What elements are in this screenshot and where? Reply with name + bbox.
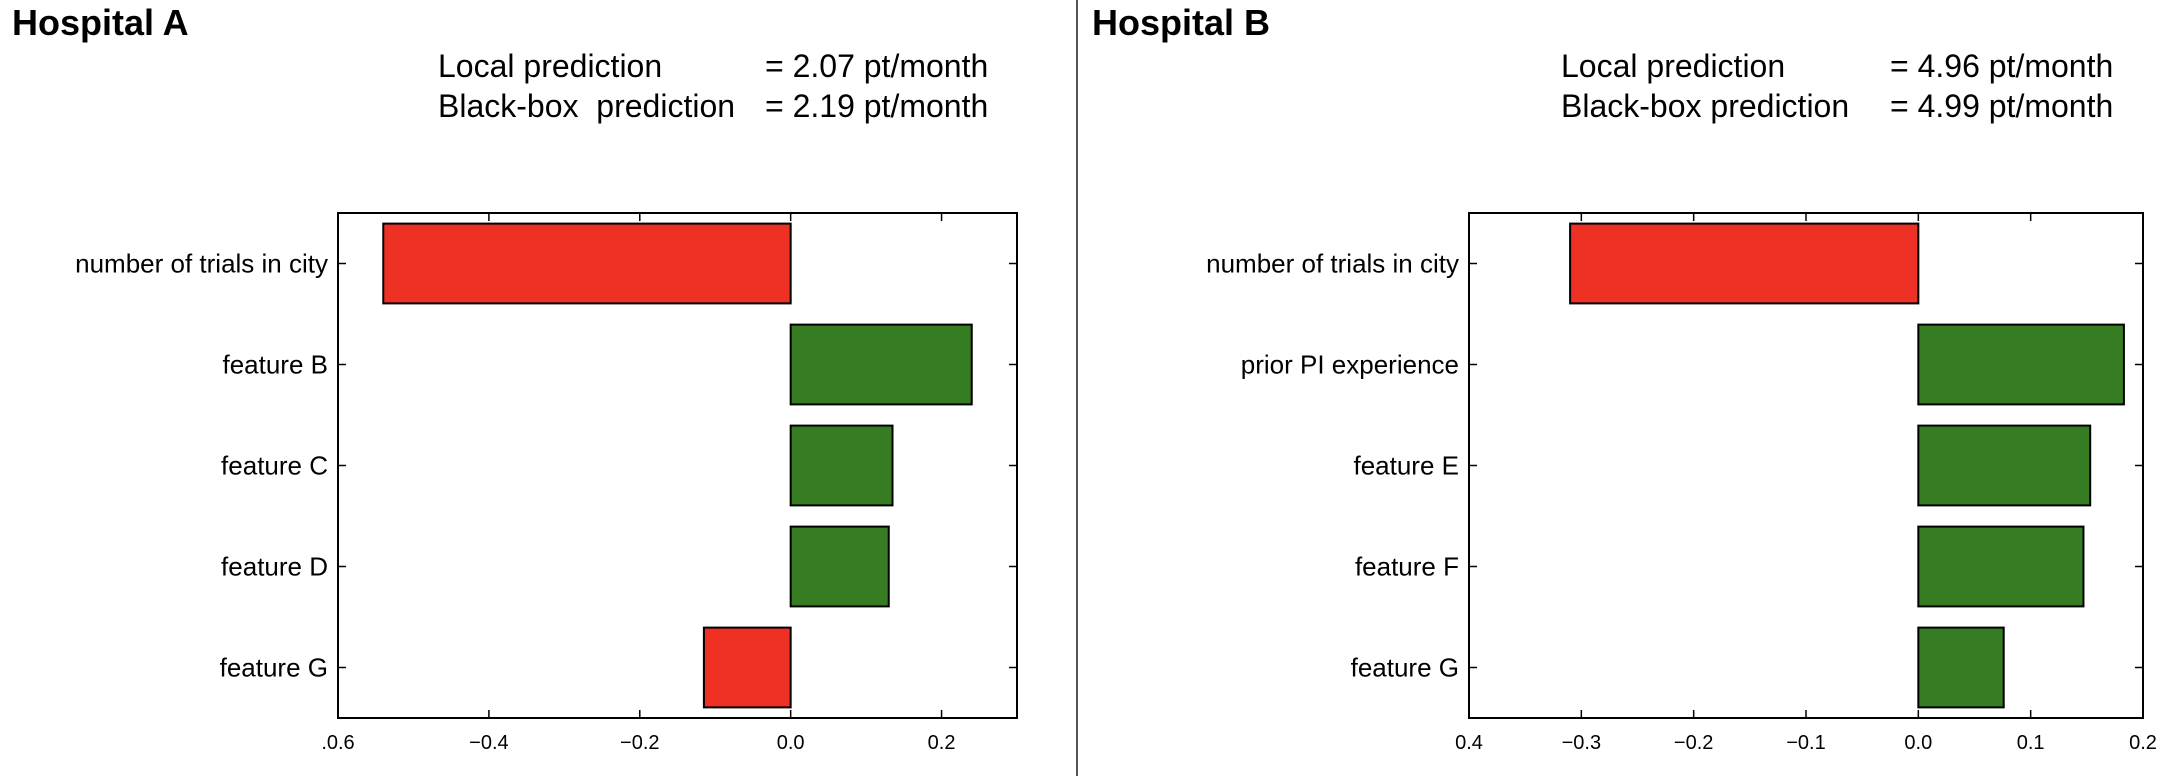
- bar-number-of-trials-in-city: [382, 222, 792, 305]
- blackbox-prediction-value: = 4.99 pt/month: [1890, 88, 2114, 124]
- bar-prior-pi-experience: [1917, 323, 2125, 406]
- x-tick-label: −0.3: [1562, 732, 1601, 754]
- bar-feature-c: [789, 424, 894, 507]
- x-tick-label: −0.4: [469, 732, 508, 754]
- bar-number-of-trials-in-city: [1569, 222, 1920, 305]
- x-tick-label: 0.2: [928, 732, 956, 754]
- x-tick-label: −0.1: [1786, 732, 1825, 754]
- panel-title: Hospital B: [1092, 2, 1271, 43]
- bar-feature-g: [702, 626, 792, 709]
- bar-feature-b: [789, 323, 973, 406]
- bar-feature-e: [1917, 424, 2092, 507]
- feature-importance-chart: number of trials in city feature B feature…: [75, 212, 1018, 754]
- category-label: feature F: [1355, 552, 1459, 582]
- category-label: feature B: [222, 350, 328, 380]
- panel-hospital-b: Hospital B Local prediction = 4.96 pt/mo…: [1080, 0, 2164, 776]
- x-tick-label: .0.6: [321, 732, 354, 754]
- blackbox-prediction-label: Black-box prediction: [1561, 88, 1850, 124]
- x-tick-label: 0.0: [1904, 732, 1932, 754]
- category-label: prior PI experience: [1241, 350, 1459, 380]
- local-prediction-value: = 4.96 pt/month: [1890, 48, 2114, 84]
- panel-divider: [1076, 0, 1078, 776]
- local-prediction-value: = 2.07 pt/month: [765, 48, 989, 84]
- category-label: feature D: [221, 552, 328, 582]
- category-label: feature G: [1351, 653, 1459, 683]
- category-label: feature C: [221, 451, 328, 481]
- bar-feature-f: [1917, 525, 2085, 608]
- panel-hospital-a: Hospital A Local prediction = 2.07 pt/mo…: [0, 0, 1074, 776]
- x-tick-label: −0.2: [620, 732, 659, 754]
- category-label: feature G: [220, 653, 328, 683]
- bar-feature-d: [789, 525, 890, 608]
- x-tick-label: 0.1: [2017, 732, 2045, 754]
- local-prediction-label: Local prediction: [1561, 48, 1786, 84]
- x-tick-label: 0.0: [777, 732, 805, 754]
- category-label: number of trials in city: [1206, 249, 1459, 279]
- panel-title: Hospital A: [12, 2, 189, 43]
- blackbox-prediction-label: Black-box prediction: [438, 88, 736, 124]
- x-tick-label: 0.2: [2129, 732, 2157, 754]
- x-tick-label: −0.2: [1674, 732, 1713, 754]
- bar-feature-g: [1917, 626, 2005, 709]
- category-label: feature E: [1353, 451, 1459, 481]
- blackbox-prediction-value: = 2.19 pt/month: [765, 88, 989, 124]
- feature-importance-chart: number of trials in city prior PI experie…: [1206, 212, 2157, 754]
- local-prediction-label: Local prediction: [438, 48, 663, 84]
- x-tick-label: 0.4: [1455, 732, 1483, 754]
- category-label: number of trials in city: [75, 249, 328, 279]
